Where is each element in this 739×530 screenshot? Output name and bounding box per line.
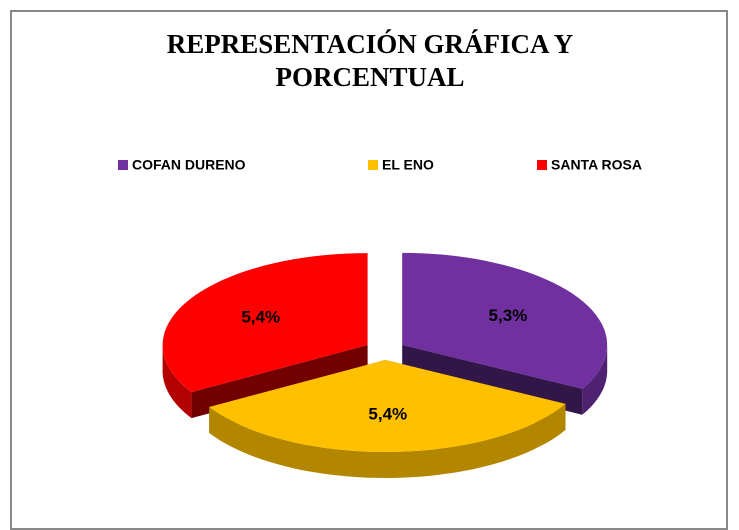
legend-swatch [368,160,378,170]
chart: COFAN DURENO EL ENO SANTA ROSA 5,3% 5,4% 5,4% [118,157,642,478]
slice-wall [162,345,192,419]
page: {"chart_data": {"type": "pie", "title": … [10,10,728,530]
legend-label: COFAN DURENO [132,157,246,173]
legend-swatch [118,160,128,170]
legend-label: SANTA ROSA [551,157,642,173]
data-label: 5,4% [368,405,407,424]
legend-label: EL ENO [382,157,434,173]
data-label: 5,4% [241,307,280,326]
slice-wall [582,344,608,415]
data-label: 5,3% [489,306,528,325]
chart-title: REPRESENTACIÓN GRÁFICA Y PORCENTUAL [166,29,574,92]
pie-slice [402,252,608,389]
pie-slice [209,359,566,452]
pie-slice [162,253,368,393]
slice-wall [209,403,566,478]
slice-side [191,345,368,419]
legend-swatch [537,160,547,170]
